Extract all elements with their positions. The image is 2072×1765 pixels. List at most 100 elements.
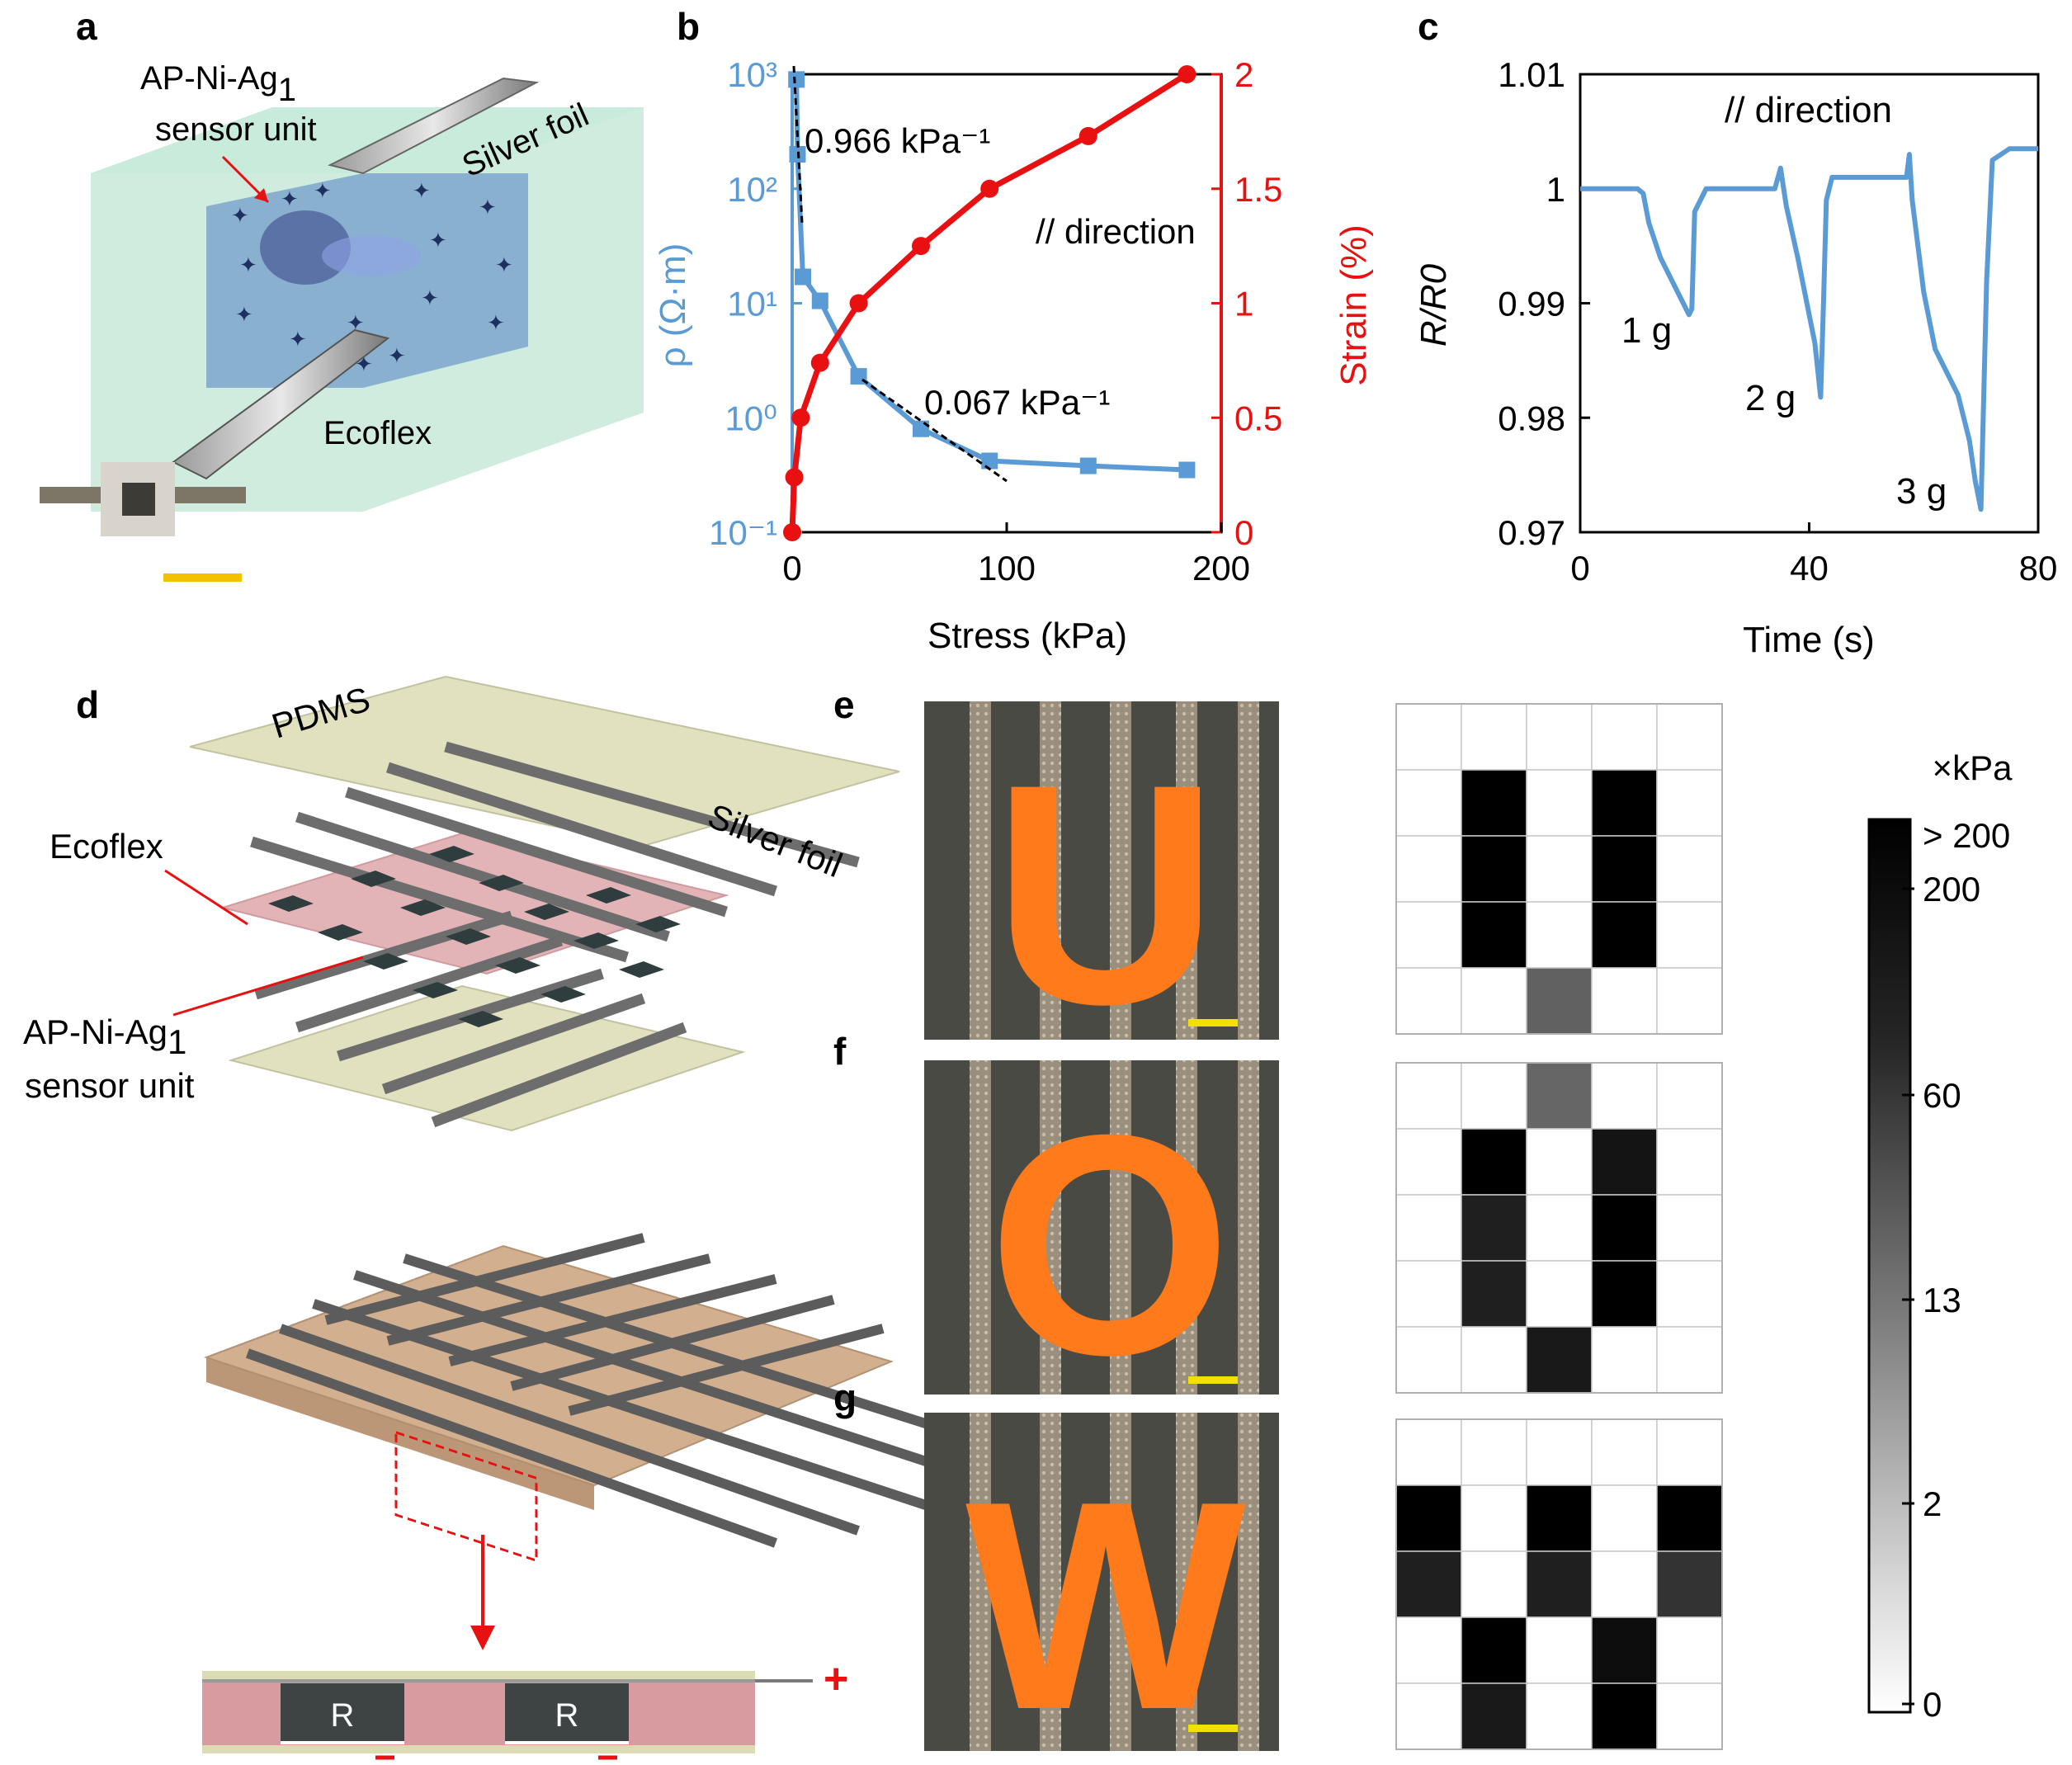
panel-d: d PDMS <box>23 675 992 1760</box>
heatmap-cell <box>1591 1682 1658 1750</box>
heatmap-cell <box>1591 1418 1658 1486</box>
heatmap-cell <box>1526 901 1593 969</box>
heatmap-g <box>1395 1418 1723 1750</box>
heatmap-cell <box>1591 1484 1658 1552</box>
heatmap-cell <box>1656 1194 1723 1262</box>
heatmap-cell <box>1656 1062 1723 1130</box>
heatmap-cell <box>1395 901 1462 969</box>
point-rho <box>1079 457 1097 474</box>
panel-a-letter: a <box>76 5 97 48</box>
heatmap-cell <box>1591 1616 1658 1684</box>
colorbar-tick-label: > 200 <box>1923 816 2010 855</box>
panel-b-letter: b <box>677 5 700 48</box>
heatmap-border <box>1395 1418 1723 1750</box>
left-tick-label: 10⁻¹ <box>709 513 777 552</box>
point-rho <box>913 420 929 437</box>
heatmap-cell <box>1395 967 1462 1035</box>
annotation-sens-1: 0.966 kPa⁻¹ <box>805 121 990 160</box>
heatmap-cell <box>1461 1326 1527 1394</box>
heatmap-cell <box>1656 1418 1723 1486</box>
resistor-label-1: R <box>331 1697 355 1734</box>
heatmap-cell <box>1526 1062 1593 1130</box>
section-top-foil <box>202 1679 755 1682</box>
silver-foils-assembled <box>245 1233 992 1548</box>
sensor-array-exploded <box>268 846 681 1027</box>
heatmap-cell <box>1656 703 1723 771</box>
point-strain <box>791 408 810 427</box>
heatmap-cell <box>1656 967 1723 1035</box>
assembled-device <box>203 1244 894 1487</box>
photo-f-letter: O <box>988 1069 1232 1420</box>
chart-b-xlabel: Stress (kPa) <box>927 616 1127 656</box>
annotation-sens-2: 0.067 kPa⁻¹ <box>924 383 1110 422</box>
heatmap-cell <box>1591 1550 1658 1618</box>
y-tick-label: 0.98 <box>1498 399 1565 437</box>
svg-text:✦: ✦ <box>413 178 431 203</box>
heatmap-cell <box>1461 1128 1527 1196</box>
panel-c-letter: c <box>1418 5 1439 48</box>
scale-bar-a <box>163 573 242 582</box>
heatmap-cell <box>1395 1062 1462 1130</box>
heatmap-cell <box>1656 1128 1723 1196</box>
heatmap-cell <box>1461 703 1527 771</box>
left-tick-label: 10⁰ <box>724 399 777 437</box>
panel-e-letter: e <box>833 683 855 726</box>
chart-b-series <box>783 65 1196 541</box>
svg-text:✦: ✦ <box>487 310 505 335</box>
heatmap-cell <box>1461 1418 1527 1486</box>
svg-text:✦: ✦ <box>289 327 307 352</box>
fit-line-1 <box>792 65 804 224</box>
svg-text:✦: ✦ <box>314 178 332 203</box>
heatmap-cell <box>1526 1418 1593 1486</box>
heatmap-cell <box>1395 1194 1462 1262</box>
right-tick-label: 0.5 <box>1234 399 1282 437</box>
heatmap-cell <box>1591 835 1658 903</box>
heatmap-cell <box>1461 835 1527 903</box>
sensor-unit-label-2: sensor unit <box>155 111 317 148</box>
heatmap-cell <box>1591 1062 1658 1130</box>
heatmap-cell <box>1461 967 1527 1035</box>
point-strain <box>810 353 829 372</box>
chart-b-left-ticks: 10³ 10² 10¹ 10⁰ 10⁻¹ <box>709 55 802 552</box>
chart-c-y-ticks: 1.01 1 0.99 0.98 0.97 <box>1498 55 1590 552</box>
bottom-foil-2 <box>505 1741 629 1744</box>
heatmap-cell <box>1591 703 1658 771</box>
photo-e: U <box>924 701 1279 1069</box>
chart-b-ylabel-left: ρ (Ω·m) <box>653 243 693 368</box>
point-strain <box>785 468 804 487</box>
heatmap-cell <box>1395 1682 1462 1750</box>
panel-b: b 10³ 10² 10¹ 10⁰ 10⁻¹ 2 1.5 1 0.5 0 0 100 200 0.9… <box>653 5 1374 656</box>
heatmap-e <box>1395 703 1723 1035</box>
colorbar-tick-label: 13 <box>1923 1281 1961 1319</box>
heatmap-cell <box>1461 1550 1527 1618</box>
ecoflex-block-top <box>91 107 644 173</box>
heatmap-cell <box>1656 1326 1723 1394</box>
cross-section-arrowhead <box>470 1626 495 1650</box>
chart-b-right-ticks: 2 1.5 1 0.5 0 <box>1211 55 1282 552</box>
cross-section-box <box>394 1430 538 1563</box>
svg-text:✦: ✦ <box>231 203 249 228</box>
panel-d-letter: d <box>76 683 99 726</box>
panel-c: c 1.01 1 0.99 0.98 0.97 0 40 80 // direction 1… <box>1414 5 2057 660</box>
right-tick-label: 1.5 <box>1234 170 1282 209</box>
section-sensor-2 <box>505 1683 629 1741</box>
colorbar: ×kPa > 200 200 60 13 2 0 <box>1867 748 2013 1724</box>
heatmap-cell <box>1395 1550 1462 1618</box>
svg-text:✦: ✦ <box>388 343 406 368</box>
heatmap-cell <box>1461 1484 1527 1552</box>
left-tick-label: 10³ <box>727 55 777 94</box>
sensor-unit-label-d: AP-Ni-Ag1 <box>23 1012 186 1061</box>
svg-text:✦: ✦ <box>495 252 513 277</box>
svg-text:✦: ✦ <box>479 195 497 219</box>
heatmap-border <box>1395 1062 1723 1394</box>
heatmap-cell <box>1656 1484 1723 1552</box>
x-tick-label: 80 <box>2019 549 2058 588</box>
chart-c-ylabel: R/R0 <box>1414 263 1454 347</box>
heatmap-cell <box>1591 967 1658 1035</box>
x-tick-label: 200 <box>1192 549 1250 588</box>
point-rho <box>788 71 805 88</box>
svg-text:✦: ✦ <box>347 310 365 335</box>
colorbar-unit: ×kPa <box>1933 748 2013 787</box>
annotation-direction-c: // direction <box>1725 90 1892 130</box>
heatmap-cell <box>1526 1484 1593 1552</box>
